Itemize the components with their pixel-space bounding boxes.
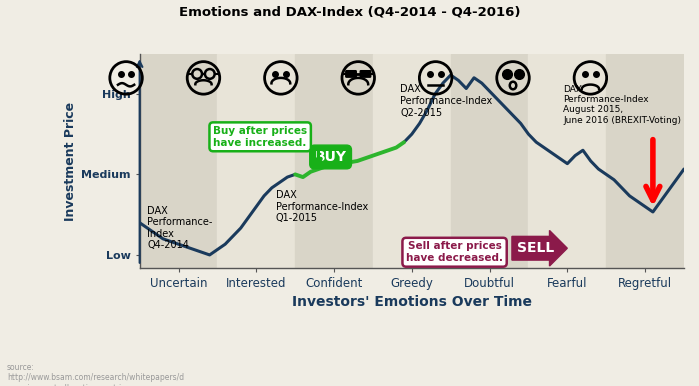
Bar — [528, 54, 606, 268]
X-axis label: Investors' Emotions Over Time: Investors' Emotions Over Time — [291, 295, 532, 309]
Text: Buy after prices
have increased.: Buy after prices have increased. — [213, 126, 308, 147]
Text: DAX
Performance-Index
August 2015,
June 2016 (BREXIT-Voting): DAX Performance-Index August 2015, June … — [563, 85, 682, 125]
Text: BUY: BUY — [315, 150, 347, 164]
FancyBboxPatch shape — [346, 71, 356, 77]
Bar — [295, 54, 373, 268]
Bar — [140, 54, 217, 268]
Text: DAX
Performance-Index
Q1-2015: DAX Performance-Index Q1-2015 — [275, 190, 368, 223]
Text: SELL: SELL — [517, 241, 554, 255]
Bar — [217, 54, 295, 268]
Text: Emotions and DAX-Index (Q4-2014 - Q4-2016): Emotions and DAX-Index (Q4-2014 - Q4-201… — [179, 6, 520, 19]
Text: DAX
Performance-Index
Q2-2015: DAX Performance-Index Q2-2015 — [400, 85, 492, 118]
Bar — [373, 54, 451, 268]
FancyBboxPatch shape — [360, 71, 370, 77]
Text: DAX
Performance-
Index
Q4-2014: DAX Performance- Index Q4-2014 — [147, 206, 212, 251]
Bar — [451, 54, 528, 268]
Text: source:
http://www.bsam.com/research/whitepapers/d
ynamic-asset-allocation-part-: source: http://www.bsam.com/research/whi… — [7, 363, 184, 386]
Y-axis label: Investment Price: Investment Price — [64, 102, 77, 220]
Text: Sell after prices
have decreased.: Sell after prices have decreased. — [406, 242, 503, 263]
Bar — [606, 54, 684, 268]
